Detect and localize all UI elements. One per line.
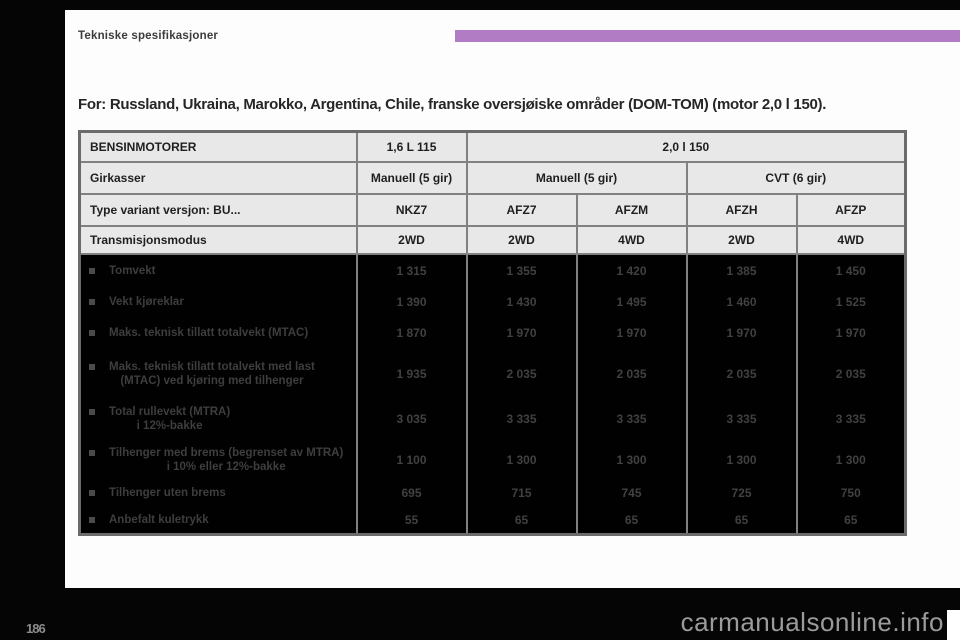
engine-row: BENSINMOTORER 1,6 L 115 2,0 l 150 bbox=[78, 130, 907, 163]
page-title: For: Russland, Ukraina, Marokko, Argenti… bbox=[78, 96, 827, 113]
spec-row-braked-trailer: Tilhenger med brems (begrenset av MTRA) i… bbox=[78, 439, 907, 480]
gearbox-cell: Manuell (5 gir) bbox=[465, 160, 688, 195]
variant-cell: AFZH bbox=[685, 192, 798, 227]
corner-box bbox=[947, 610, 960, 640]
transmission-row: Transmisjonsmodus 2WD 2WD 4WD 2WD 4WD bbox=[78, 224, 907, 255]
spec-value: 745 bbox=[575, 479, 688, 507]
spec-label: Vekt kjøreklar bbox=[109, 295, 184, 308]
spec-value: 1 935 bbox=[355, 349, 468, 398]
spec-row-mtac: Maks. teknisk tillatt totalvekt (MTAC) 1… bbox=[78, 315, 907, 350]
spec-value: 1 300 bbox=[575, 439, 688, 480]
variant-cell: NKZ7 bbox=[355, 192, 468, 227]
spec-table: BENSINMOTORER 1,6 L 115 2,0 l 150 Girkas… bbox=[78, 130, 908, 536]
spec-value: 1 970 bbox=[575, 315, 688, 350]
bullet-square-icon bbox=[89, 490, 95, 496]
bullet-square-icon bbox=[89, 449, 95, 456]
spec-value: 1 100 bbox=[355, 439, 468, 480]
spec-value: 1 970 bbox=[465, 315, 578, 350]
spec-label: Maks. teknisk tillatt totalvekt med last bbox=[109, 360, 315, 373]
spec-row-mtra: Total rullevekt (MTRA) i 12%-bakke 3 035 … bbox=[78, 397, 907, 440]
spec-value: 3 035 bbox=[355, 397, 468, 440]
spec-label: Tilhenger uten brems bbox=[109, 487, 226, 499]
spec-value: 65 bbox=[465, 506, 578, 535]
spec-value: 3 335 bbox=[685, 397, 798, 440]
variant-row: Type variant versjon: BU... NKZ7 AFZ7 AF… bbox=[78, 192, 907, 227]
bullet-square-icon bbox=[89, 329, 95, 336]
spec-value: 1 430 bbox=[465, 287, 578, 316]
gearbox-row-label: Girkasser bbox=[78, 160, 358, 195]
spec-value: 65 bbox=[795, 506, 907, 535]
engine-cell: 1,6 L 115 bbox=[355, 130, 468, 163]
spec-value: 2 035 bbox=[575, 349, 688, 398]
spec-label: Total rullevekt (MTRA) bbox=[109, 405, 231, 418]
spec-value: 3 335 bbox=[465, 397, 578, 440]
spec-value: 715 bbox=[465, 479, 578, 507]
spec-label-line2: i 12%-bakke bbox=[136, 419, 203, 432]
spec-row-mtac-laden: Maks. teknisk tillatt totalvekt med last… bbox=[78, 349, 907, 398]
spec-row-unbraked-trailer: Tilhenger uten brems 695 715 745 725 750 bbox=[78, 479, 907, 507]
spec-label: Maks. teknisk tillatt totalvekt (MTAC) bbox=[109, 326, 309, 339]
spec-value: 1 355 bbox=[465, 253, 578, 288]
spec-label: Tomvekt bbox=[109, 265, 156, 277]
variant-cell: AFZ7 bbox=[465, 192, 578, 227]
spec-value: 65 bbox=[685, 506, 798, 535]
spec-value: 3 335 bbox=[795, 397, 907, 440]
page-number: 186 bbox=[26, 621, 46, 636]
spec-value: 2 035 bbox=[685, 349, 798, 398]
transmission-cell: 2WD bbox=[465, 224, 578, 255]
spec-value: 1 970 bbox=[685, 315, 798, 350]
spec-value: 725 bbox=[685, 479, 798, 507]
engine-cell: 2,0 l 150 bbox=[465, 130, 907, 163]
spec-value: 1 525 bbox=[795, 287, 907, 316]
spec-value: 1 495 bbox=[575, 287, 688, 316]
spec-value: 1 420 bbox=[575, 253, 688, 288]
variant-cell: AFZM bbox=[575, 192, 688, 227]
bullet-square-icon bbox=[89, 298, 95, 305]
transmission-cell: 4WD bbox=[795, 224, 907, 255]
spec-value: 1 300 bbox=[685, 439, 798, 480]
spec-label: Tilhenger med brems (begrenset av MTRA) bbox=[109, 446, 344, 459]
variant-row-label: Type variant versjon: BU... bbox=[78, 192, 358, 227]
spec-value: 695 bbox=[355, 479, 468, 507]
spec-label-line2: i 10% eller 12%-bakke bbox=[166, 460, 286, 473]
spec-value: 65 bbox=[575, 506, 688, 535]
bullet-square-icon bbox=[89, 268, 95, 274]
spec-label-line2: (MTAC) ved kjøring med tilhenger bbox=[120, 374, 304, 387]
transmission-cell: 2WD bbox=[685, 224, 798, 255]
spec-value: 1 970 bbox=[795, 315, 907, 350]
spec-value: 1 870 bbox=[355, 315, 468, 350]
spec-value: 1 315 bbox=[355, 253, 468, 288]
watermark: carmanualsonline.info bbox=[680, 607, 944, 637]
spec-row-kerb-weight: Tomvekt 1 315 1 355 1 420 1 385 1 450 bbox=[78, 253, 907, 288]
bullet-square-icon bbox=[89, 516, 95, 523]
spec-value: 1 385 bbox=[685, 253, 798, 288]
spec-value: 1 300 bbox=[795, 439, 907, 480]
spec-value: 1 450 bbox=[795, 253, 907, 288]
manual-page: Tekniske spesifikasjoner For: Russland, … bbox=[65, 10, 960, 588]
spec-value: 750 bbox=[795, 479, 907, 507]
spec-value: 3 335 bbox=[575, 397, 688, 440]
section-accent-bar bbox=[455, 30, 960, 42]
spec-label: Anbefalt kuletrykk bbox=[109, 513, 209, 526]
transmission-cell: 2WD bbox=[355, 224, 468, 255]
engine-row-label: BENSINMOTORER bbox=[78, 130, 358, 163]
spec-value: 2 035 bbox=[465, 349, 578, 398]
gearbox-row: Girkasser Manuell (5 gir) Manuell (5 gir… bbox=[78, 160, 907, 195]
gearbox-cell: Manuell (5 gir) bbox=[355, 160, 468, 195]
bullet-square-icon bbox=[89, 408, 95, 415]
spec-value: 1 460 bbox=[685, 287, 798, 316]
section-header: Tekniske spesifikasjoner bbox=[78, 30, 219, 42]
spec-row-nose-weight: Anbefalt kuletrykk 55 65 65 65 65 bbox=[78, 506, 907, 535]
gearbox-cell: CVT (6 gir) bbox=[685, 160, 907, 195]
variant-cell: AFZP bbox=[795, 192, 907, 227]
bullet-square-icon bbox=[89, 363, 95, 370]
transmission-row-label: Transmisjonsmodus bbox=[78, 224, 358, 255]
spec-value: 1 300 bbox=[465, 439, 578, 480]
spec-value: 55 bbox=[355, 506, 468, 535]
spec-value: 2 035 bbox=[795, 349, 907, 398]
transmission-cell: 4WD bbox=[575, 224, 688, 255]
spec-value: 1 390 bbox=[355, 287, 468, 316]
spec-row-running-weight: Vekt kjøreklar 1 390 1 430 1 495 1 460 1… bbox=[78, 287, 907, 316]
